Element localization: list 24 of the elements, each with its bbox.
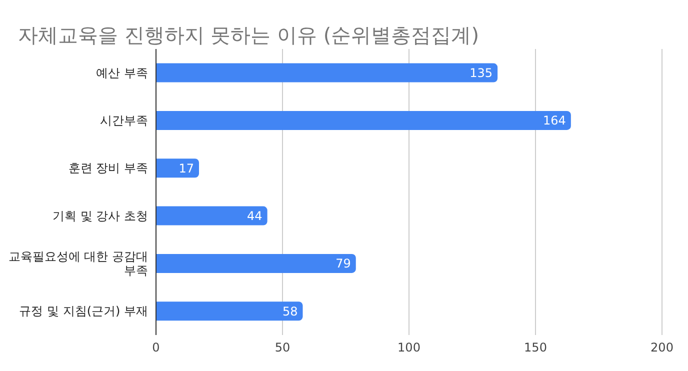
bar bbox=[156, 63, 498, 82]
bar bbox=[156, 206, 268, 226]
data-label: 135 bbox=[470, 66, 493, 80]
bar bbox=[156, 158, 200, 178]
data-label: 164 bbox=[543, 114, 566, 128]
data-label: 58 bbox=[282, 304, 298, 318]
bar bbox=[156, 254, 356, 273]
x-tick-label: 0 bbox=[152, 340, 160, 355]
x-tick-label: 200 bbox=[650, 340, 674, 355]
x-tick-label: 150 bbox=[524, 340, 547, 355]
chart-title: 자체교육을 진행하지 못하는 이유 (순위별총점집계) bbox=[17, 22, 480, 47]
data-label: 79 bbox=[336, 256, 351, 271]
bar bbox=[156, 302, 303, 321]
x-tick-label: 50 bbox=[274, 340, 290, 355]
data-label: 17 bbox=[178, 161, 194, 176]
bar bbox=[156, 110, 571, 130]
y-tick-label: 예산 부족 bbox=[96, 66, 148, 80]
y-tick-label: 시간부족 bbox=[100, 114, 148, 128]
y-tick-label: 규정 및 지침(근거) 부재 bbox=[19, 304, 148, 318]
y-tick-label: 기획 및 강사 초청 bbox=[52, 208, 148, 223]
y-tick-label: 교육필요성에 대한 공감대 부족 bbox=[8, 250, 148, 278]
data-label: 44 bbox=[247, 209, 262, 224]
x-tick-label: 100 bbox=[398, 340, 420, 355]
y-tick-label: 훈련 장비 부족 bbox=[68, 161, 148, 176]
